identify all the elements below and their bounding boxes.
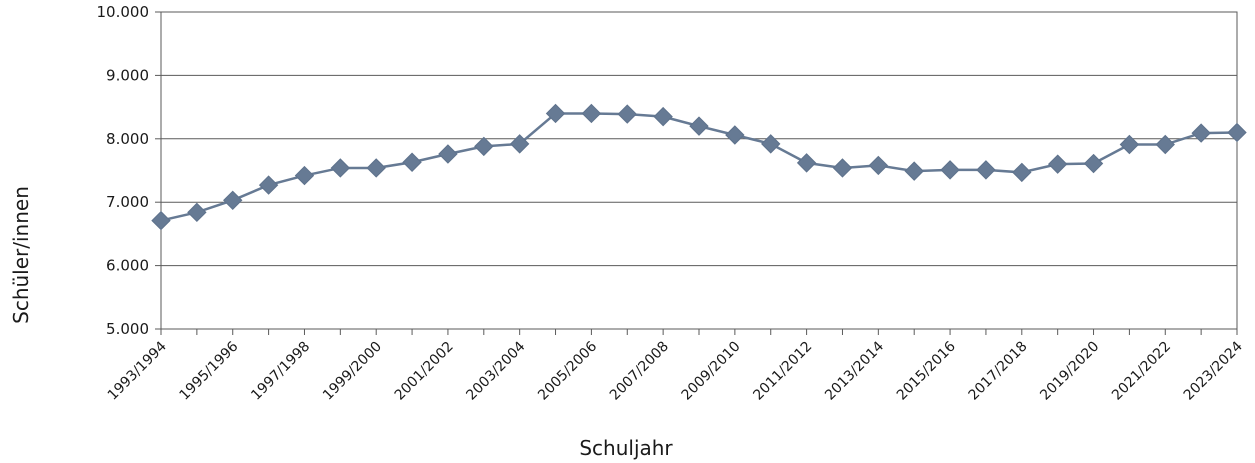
data-point-marker	[1012, 162, 1032, 183]
y-tick-label: 7.000	[106, 193, 149, 211]
x-tick-label: 2019/2020	[1037, 339, 1102, 404]
data-point-marker	[366, 158, 386, 178]
y-tick-label: 9.000	[106, 66, 149, 84]
x-tick-label: 1995/1996	[177, 338, 242, 403]
data-point-marker	[545, 103, 566, 124]
y-tick-label: 6.000	[106, 257, 149, 275]
data-point-marker	[1155, 134, 1175, 155]
x-tick-label: 2003/2004	[463, 338, 528, 403]
x-tick-label: 1997/1998	[248, 339, 313, 404]
data-point-marker	[904, 161, 924, 181]
data-point-marker	[653, 106, 673, 127]
data-point-marker	[330, 158, 351, 178]
x-tick-label: 2009/2010	[679, 339, 744, 404]
data-point-marker	[581, 103, 602, 124]
data-point-marker	[832, 158, 853, 178]
data-point-marker	[509, 134, 530, 154]
y-tick-label: 5.000	[106, 320, 149, 338]
x-tick-label: 2005/2006	[535, 338, 600, 403]
data-point-marker	[617, 104, 637, 124]
x-axis-ticks: 1993/1994 1995/1996 1997/1998 1999/2000 2001…	[105, 329, 1246, 404]
data-point-marker	[796, 153, 817, 173]
data-point-marker	[402, 152, 422, 172]
data-point-marker	[187, 202, 207, 223]
data-point-marker	[438, 144, 458, 164]
data-point-marker	[976, 160, 996, 180]
x-tick-label: 2013/2014	[822, 338, 887, 403]
x-tick-label: 1993/1994	[105, 338, 170, 403]
y-axis-ticks: 5.000 6.000 7.000 8.000 9.000 10.000	[97, 3, 161, 338]
series-group	[151, 103, 1247, 231]
data-point-marker	[868, 155, 889, 176]
y-tick-label: 10.000	[97, 3, 150, 21]
x-tick-label: 2015/2016	[894, 338, 959, 403]
data-point-marker	[689, 116, 709, 136]
data-point-marker	[223, 190, 243, 211]
x-axis-title: Schuljahr	[579, 436, 673, 460]
data-point-marker	[258, 175, 279, 195]
x-tick-label: 2011/2012	[750, 339, 815, 404]
x-tick-label: 2023/2024	[1181, 338, 1246, 403]
data-point-marker	[474, 136, 494, 157]
x-tick-label: 2007/2008	[607, 339, 672, 404]
x-tick-label: 1999/2000	[320, 339, 385, 404]
data-point-marker	[1119, 134, 1140, 155]
data-point-marker	[940, 160, 960, 180]
y-axis-title: Schüler/innen	[9, 186, 33, 324]
y-tick-label: 8.000	[106, 130, 149, 148]
x-tick-label: 2001/2002	[392, 339, 457, 404]
x-tick-label: 2021/2022	[1109, 339, 1174, 404]
data-point-marker	[1227, 122, 1247, 143]
data-point-marker	[1083, 153, 1104, 174]
data-point-marker	[1191, 123, 1211, 143]
x-tick-label: 2017/2018	[966, 339, 1031, 404]
data-point-marker	[1047, 154, 1068, 174]
data-point-marker	[294, 165, 315, 186]
data-point-marker	[151, 210, 171, 231]
data-point-marker	[725, 125, 745, 145]
data-point-marker	[761, 134, 781, 154]
